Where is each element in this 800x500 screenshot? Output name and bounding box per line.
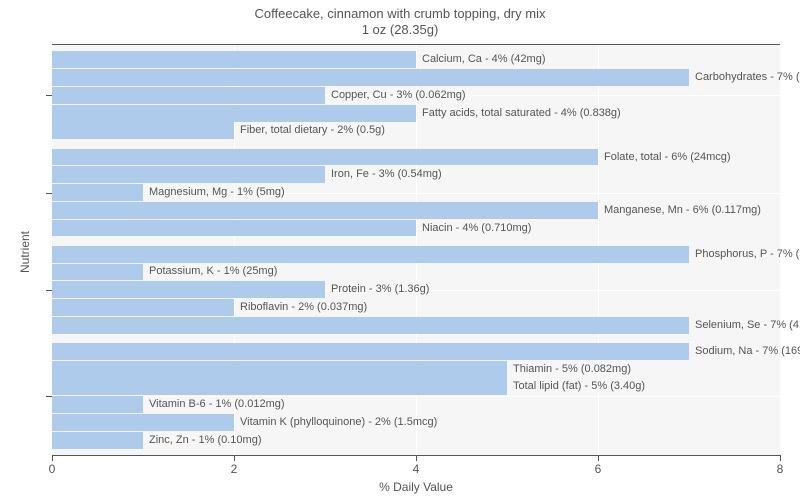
bar-label: Manganese, Mn - 6% (0.117mg)	[604, 204, 761, 216]
bar	[52, 51, 416, 68]
bar	[52, 246, 689, 263]
bar-label: Thiamin - 5% (0.082mg)	[513, 363, 631, 375]
bar	[52, 299, 234, 316]
x-tick-label: 8	[777, 462, 784, 476]
bar	[52, 69, 689, 86]
bar-label: Fiber, total dietary - 2% (0.5g)	[240, 124, 385, 136]
bar	[52, 317, 689, 334]
x-tick	[416, 455, 417, 461]
bar	[52, 184, 143, 201]
bar-label: Iron, Fe - 3% (0.54mg)	[331, 168, 442, 180]
bar	[52, 87, 325, 104]
x-tick	[598, 455, 599, 461]
bar	[52, 414, 234, 431]
bar-label: Vitamin K (phylloquinone) - 2% (1.5mcg)	[240, 416, 437, 428]
bar	[52, 281, 325, 298]
bar	[52, 149, 598, 166]
plot-area: Calcium, Ca - 4% (42mg)Carbohydrates - 7…	[52, 44, 780, 456]
bar-label: Potassium, K - 1% (25mg)	[149, 265, 277, 277]
x-axis-title: % Daily Value	[52, 480, 780, 494]
bar	[52, 166, 325, 183]
bar	[52, 202, 598, 219]
x-tick	[234, 455, 235, 461]
bar	[52, 361, 507, 378]
x-tick-label: 4	[413, 462, 420, 476]
bar	[52, 343, 689, 360]
chart-title-line2: 1 oz (28.35g)	[0, 22, 800, 37]
bar-label: Total lipid (fat) - 5% (3.40g)	[513, 380, 645, 392]
bar-label: Magnesium, Mg - 1% (5mg)	[149, 186, 285, 198]
bar-label: Calcium, Ca - 4% (42mg)	[422, 53, 545, 65]
y-tick	[46, 396, 52, 397]
bar	[52, 105, 416, 122]
y-tick	[46, 290, 52, 291]
bar	[52, 396, 143, 413]
bar-label: Vitamin B-6 - 1% (0.012mg)	[149, 398, 285, 410]
x-tick	[780, 455, 781, 461]
bar-label: Riboflavin - 2% (0.037mg)	[240, 301, 367, 313]
chart-title-line1: Coffeecake, cinnamon with crumb topping,…	[0, 6, 800, 21]
bar-label: Phosphorus, P - 7% (73mg)	[695, 248, 800, 260]
bar	[52, 264, 143, 281]
x-tick-label: 0	[49, 462, 56, 476]
x-tick	[52, 455, 53, 461]
bar-label: Sodium, Na - 7% (169mg)	[695, 345, 800, 357]
bar-label: Selenium, Se - 7% (4.6mcg)	[695, 319, 800, 331]
y-axis-title: Nutrient	[18, 231, 32, 273]
bar	[52, 220, 416, 237]
bar	[52, 378, 507, 395]
bar	[52, 432, 143, 449]
x-tick-label: 6	[595, 462, 602, 476]
y-tick	[46, 193, 52, 194]
bar-label: Protein - 3% (1.36g)	[331, 283, 429, 295]
bar-label: Fatty acids, total saturated - 4% (0.838…	[422, 107, 621, 119]
bar-label: Folate, total - 6% (24mcg)	[604, 151, 731, 163]
bar	[52, 122, 234, 139]
bar-label: Copper, Cu - 3% (0.062mg)	[331, 89, 466, 101]
nutrient-bar-chart: Coffeecake, cinnamon with crumb topping,…	[0, 0, 800, 500]
bar-label: Zinc, Zn - 1% (0.10mg)	[149, 434, 261, 446]
bar-label: Carbohydrates - 7% (22.03g)	[695, 71, 800, 83]
x-tick-label: 2	[231, 462, 238, 476]
bar-label: Niacin - 4% (0.710mg)	[422, 222, 531, 234]
y-tick	[46, 95, 52, 96]
